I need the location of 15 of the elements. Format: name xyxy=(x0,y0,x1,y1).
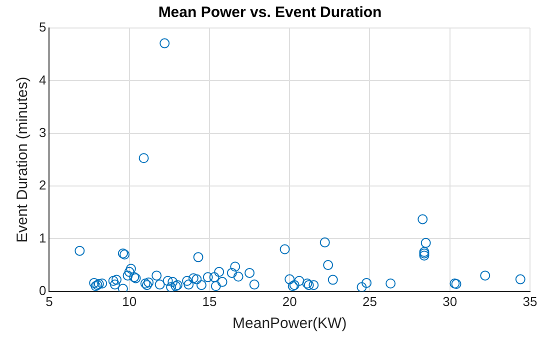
y-axis-title: Event Duration (minutes) xyxy=(14,76,32,243)
x-tick-label: 10 xyxy=(122,294,137,309)
y-tick-label: 5 xyxy=(38,20,46,35)
x-tick-label: 25 xyxy=(362,294,377,309)
x-axis-title: MeanPower(KW) xyxy=(232,315,347,332)
chart-title: Mean Power vs. Event Duration xyxy=(158,4,382,22)
x-tick-label: 20 xyxy=(282,294,297,309)
y-tick-label: 2 xyxy=(38,178,46,193)
y-tick-label: 0 xyxy=(38,282,46,298)
x-tick-label: 15 xyxy=(202,294,217,309)
x-tick-label: 35 xyxy=(522,294,538,309)
y-tick-label: 1 xyxy=(38,230,46,246)
y-tick-label: 3 xyxy=(38,124,46,140)
y-tick-label: 4 xyxy=(38,72,46,88)
x-tick-label: 30 xyxy=(442,294,458,309)
